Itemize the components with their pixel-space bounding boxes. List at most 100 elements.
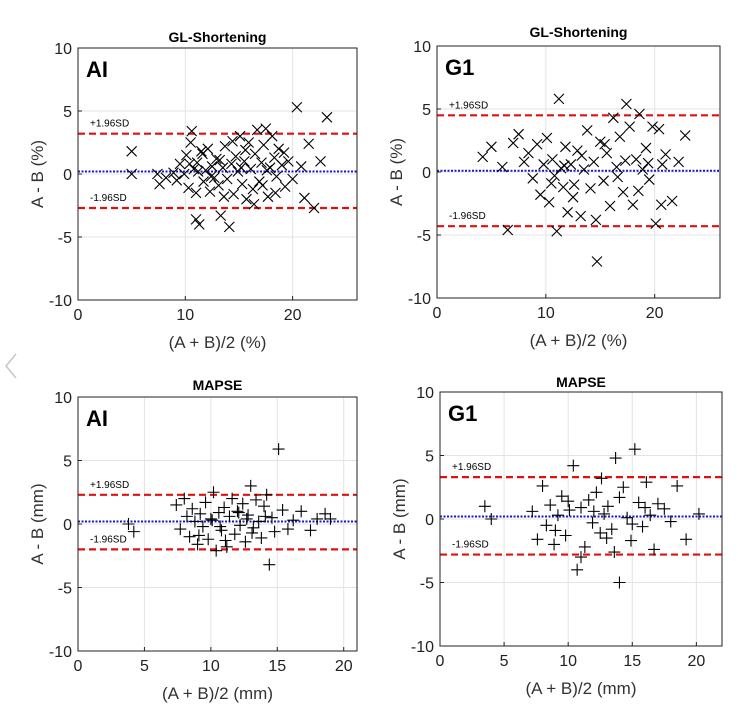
y-tick-label: 5 bbox=[422, 102, 431, 119]
data-point bbox=[236, 497, 249, 510]
data-point bbox=[647, 121, 658, 133]
y-tick-label: 5 bbox=[63, 454, 72, 471]
data-point bbox=[188, 515, 201, 528]
data-point bbox=[692, 507, 705, 520]
data-point bbox=[609, 452, 622, 465]
data-point bbox=[538, 159, 550, 170]
data-point bbox=[319, 507, 332, 520]
data-point bbox=[557, 181, 569, 193]
data-point bbox=[648, 543, 661, 556]
data-point bbox=[545, 177, 557, 189]
data-point bbox=[575, 551, 587, 564]
data-point bbox=[291, 101, 303, 113]
data-point bbox=[660, 148, 671, 160]
data-point bbox=[478, 500, 491, 513]
x-tick-label: 10 bbox=[559, 653, 577, 670]
data-point bbox=[174, 158, 186, 170]
data-point bbox=[613, 491, 626, 504]
data-point bbox=[535, 189, 546, 201]
data-point bbox=[643, 174, 655, 185]
chevron-left-icon[interactable] bbox=[4, 352, 18, 380]
data-point bbox=[563, 504, 576, 517]
data-point bbox=[640, 142, 652, 154]
data-point bbox=[601, 500, 614, 513]
data-point bbox=[218, 191, 230, 203]
data-point bbox=[658, 502, 671, 515]
data-point bbox=[196, 520, 209, 533]
y-tick-label: 0 bbox=[63, 517, 72, 534]
data-point bbox=[549, 524, 562, 537]
data-point bbox=[180, 149, 192, 161]
lower-loa-label: -1.96SD bbox=[449, 211, 486, 222]
data-point bbox=[567, 459, 580, 472]
data-point bbox=[664, 515, 677, 528]
data-point bbox=[168, 167, 179, 179]
data-point bbox=[578, 540, 591, 553]
data-point bbox=[186, 125, 198, 137]
data-point bbox=[540, 519, 553, 532]
data-point bbox=[152, 168, 163, 180]
y-tick-label: 0 bbox=[425, 512, 434, 529]
data-point bbox=[321, 111, 333, 123]
panel-2: 0 10 20 -10 -5 0 5 10 GL-Shortening G1 (A + B)/2 (… bbox=[387, 24, 721, 350]
data-point bbox=[261, 164, 273, 176]
data-point bbox=[627, 199, 639, 211]
data-point bbox=[206, 161, 218, 172]
data-point bbox=[304, 524, 317, 537]
x-tick-label: 5 bbox=[140, 658, 149, 675]
data-point bbox=[590, 486, 603, 499]
data-point bbox=[601, 147, 613, 159]
data-point bbox=[531, 138, 543, 150]
data-point bbox=[582, 493, 595, 506]
x-tick-label: 0 bbox=[436, 653, 445, 670]
data-point bbox=[548, 538, 561, 551]
chart-title: MAPSE bbox=[556, 374, 606, 390]
data-point bbox=[308, 202, 320, 214]
data-point bbox=[239, 535, 252, 548]
data-point bbox=[303, 138, 315, 150]
x-tick-label: 15 bbox=[268, 658, 286, 675]
data-point bbox=[287, 514, 300, 527]
data-point bbox=[252, 515, 265, 528]
data-point bbox=[240, 144, 251, 156]
panel-tag: G1 bbox=[448, 401, 477, 426]
data-point bbox=[585, 182, 596, 194]
data-points bbox=[126, 101, 333, 233]
x-axis-label: (A + B)/2 (%) bbox=[530, 331, 628, 350]
y-tick-label: -10 bbox=[49, 293, 72, 310]
data-point bbox=[644, 509, 657, 522]
data-point bbox=[223, 510, 236, 523]
data-point bbox=[653, 123, 665, 135]
data-point bbox=[192, 166, 204, 177]
data-point bbox=[122, 518, 135, 530]
data-point bbox=[234, 130, 246, 142]
data-points bbox=[122, 443, 337, 571]
data-point bbox=[549, 170, 560, 182]
data-point bbox=[626, 518, 639, 531]
data-point bbox=[607, 112, 619, 124]
data-point bbox=[666, 195, 678, 207]
data-point bbox=[558, 160, 570, 172]
data-point bbox=[272, 443, 285, 456]
data-point bbox=[232, 506, 245, 519]
data-point bbox=[265, 511, 278, 524]
data-point bbox=[258, 139, 270, 151]
data-point bbox=[230, 150, 242, 162]
data-point bbox=[218, 501, 231, 514]
data-points bbox=[478, 443, 705, 589]
data-point bbox=[226, 158, 237, 170]
y-tick-label: 0 bbox=[422, 165, 431, 182]
data-point bbox=[617, 481, 630, 494]
x-axis-label: (A + B)/2 (mm) bbox=[526, 679, 637, 698]
data-point bbox=[258, 500, 270, 513]
data-point bbox=[126, 168, 138, 180]
panel-tag: AI bbox=[86, 406, 108, 431]
data-point bbox=[619, 155, 631, 167]
data-point bbox=[621, 511, 634, 524]
data-point bbox=[183, 530, 196, 543]
y-axis-label: A - B (mm) bbox=[390, 478, 409, 559]
data-point bbox=[228, 528, 241, 541]
data-point bbox=[213, 179, 224, 191]
x-axis-label: (A + B)/2 (mm) bbox=[162, 684, 273, 703]
